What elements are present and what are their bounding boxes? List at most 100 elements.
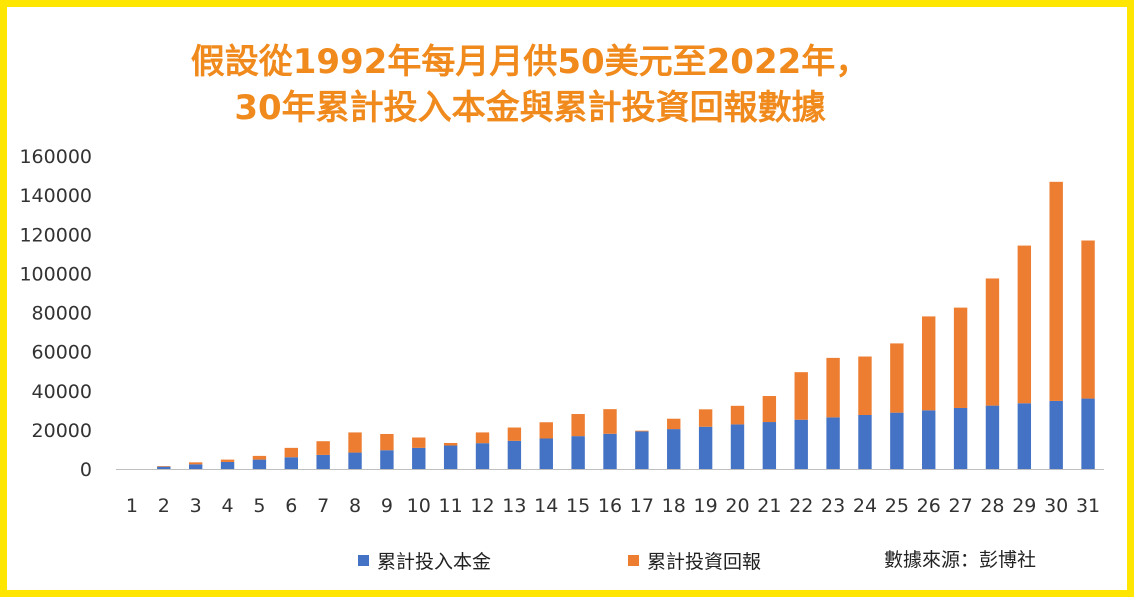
bar-principal xyxy=(348,452,362,469)
bar-returns xyxy=(157,466,171,467)
bar-returns xyxy=(284,447,298,458)
x-tick-label: 24 xyxy=(853,495,877,517)
bar-principal xyxy=(507,440,522,469)
bar-principal xyxy=(858,415,872,469)
bar-principal xyxy=(603,433,617,469)
y-tick-label: 40000 xyxy=(32,381,92,403)
x-tick-label: 4 xyxy=(222,495,234,517)
y-tick-label: 60000 xyxy=(32,342,92,364)
bar-returns xyxy=(698,409,713,427)
bar-principal xyxy=(1017,403,1032,469)
bar-returns xyxy=(571,414,585,437)
chart-title-line-1: 假設從1992年每月月供50美元至2022年， xyxy=(190,42,870,82)
x-tick-label: 29 xyxy=(1012,495,1036,517)
bar-principal xyxy=(667,429,681,469)
bar-principal xyxy=(1049,400,1063,469)
bar-returns xyxy=(380,433,394,451)
y-tick-label: 100000 xyxy=(19,263,92,285)
bar-principal xyxy=(252,459,267,469)
x-tick-label: 26 xyxy=(917,495,941,517)
data-source-note: 數據來源：彭博社 xyxy=(884,549,1037,571)
bar-returns xyxy=(953,307,968,408)
bar-principal xyxy=(698,426,713,469)
x-tick-label: 28 xyxy=(980,495,1004,517)
x-tick-label: 18 xyxy=(662,495,686,517)
bar-returns xyxy=(730,405,745,425)
bar-principal xyxy=(890,412,904,469)
bar-principal xyxy=(188,464,203,469)
bar-principal xyxy=(730,424,745,469)
legend-label-returns: 累計投資回報 xyxy=(647,550,762,573)
bar-returns xyxy=(188,462,203,465)
bar-returns xyxy=(890,343,904,413)
bar-returns xyxy=(1081,240,1095,399)
bar-returns xyxy=(635,430,649,432)
bar-principal xyxy=(794,419,808,469)
x-tick-label: 5 xyxy=(253,495,265,517)
bar-principal xyxy=(539,438,553,469)
bar-principal xyxy=(762,422,777,469)
x-tick-label: 12 xyxy=(470,495,494,517)
x-tick-label: 23 xyxy=(821,495,845,517)
bar-principal xyxy=(953,407,968,469)
x-tick-label: 13 xyxy=(502,495,526,517)
y-tick-label: 80000 xyxy=(32,303,92,325)
x-tick-label: 15 xyxy=(566,495,590,517)
bar-returns xyxy=(985,278,1000,406)
bar-returns xyxy=(539,422,553,439)
y-axis: 0 20000 40000 60000 80000 100000 120000 140000 1… xyxy=(19,146,92,481)
x-tick-label: 19 xyxy=(694,495,718,517)
x-tick-label: 8 xyxy=(349,495,361,517)
x-tick-label: 31 xyxy=(1076,495,1100,517)
x-tick-label: 22 xyxy=(789,495,813,517)
y-tick-label: 140000 xyxy=(19,185,92,207)
y-tick-label: 160000 xyxy=(19,146,92,168)
bar-returns xyxy=(826,357,840,418)
x-tick-label: 20 xyxy=(725,495,749,517)
bar-principal xyxy=(157,466,171,469)
bar-principal xyxy=(475,443,490,469)
bar-returns xyxy=(252,455,267,460)
x-tick-label: 11 xyxy=(439,495,463,517)
x-tick-label: 3 xyxy=(190,495,202,517)
bar-principal xyxy=(635,431,649,469)
legend-item-principal: 累計投入本金 xyxy=(358,547,491,573)
bar-returns xyxy=(507,427,522,441)
x-tick-label: 27 xyxy=(948,495,972,517)
chart-title-line-2: 30年累計投入本金與累計投資回報數據 xyxy=(234,88,826,128)
bar-principal xyxy=(826,417,840,469)
x-tick-label: 17 xyxy=(630,495,654,517)
bar-principal xyxy=(220,461,235,469)
y-tick-label: 120000 xyxy=(19,224,92,246)
bar-returns xyxy=(762,396,777,423)
x-tick-label: 21 xyxy=(757,495,781,517)
x-tick-label: 14 xyxy=(534,495,558,517)
x-tick-label: 2 xyxy=(158,495,170,517)
bar-principal xyxy=(443,445,458,469)
bar-principal xyxy=(412,447,426,469)
bar-returns xyxy=(1017,245,1032,404)
bar-returns xyxy=(1049,181,1063,401)
bar-returns xyxy=(794,372,808,420)
bar-principal xyxy=(571,436,585,469)
bars xyxy=(157,181,1095,469)
bar-principal xyxy=(1081,398,1095,469)
bar-returns xyxy=(603,409,617,434)
bar-returns xyxy=(316,441,330,455)
legend-item-returns: 累計投資回報 xyxy=(628,547,761,573)
x-tick-label: 25 xyxy=(885,495,909,517)
bar-returns xyxy=(475,432,490,444)
x-tick-label: 1 xyxy=(126,495,138,517)
bar-returns xyxy=(348,432,362,453)
bar-principal xyxy=(380,450,394,469)
x-tick-label: 10 xyxy=(407,495,431,517)
y-tick-label: 0 xyxy=(80,459,92,481)
bar-principal xyxy=(284,457,298,469)
legend-swatch-returns xyxy=(628,554,639,566)
x-tick-label: 9 xyxy=(381,495,393,517)
x-tick-label: 7 xyxy=(317,495,329,517)
bar-principal xyxy=(316,454,330,469)
bar-principal xyxy=(922,410,936,469)
x-tick-label: 16 xyxy=(598,495,622,517)
